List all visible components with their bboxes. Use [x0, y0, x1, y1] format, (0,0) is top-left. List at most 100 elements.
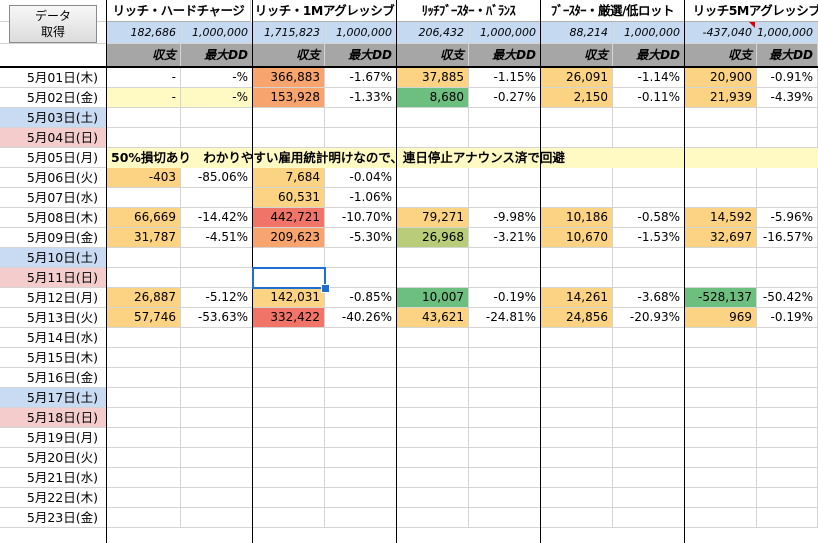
- profit-cell[interactable]: [541, 468, 613, 488]
- maxdd-cell[interactable]: [325, 328, 397, 348]
- label-profit[interactable]: 収支: [107, 44, 181, 68]
- profit-cell[interactable]: [107, 468, 181, 488]
- maxdd-cell[interactable]: [613, 508, 685, 528]
- maxdd-cell[interactable]: -1.14%: [613, 68, 685, 88]
- profit-cell[interactable]: [253, 508, 325, 528]
- profit-cell[interactable]: [685, 248, 757, 268]
- maxdd-cell[interactable]: [613, 168, 685, 188]
- profit-cell[interactable]: [397, 128, 469, 148]
- label-maxdd[interactable]: 最大DD: [757, 44, 818, 68]
- maxdd-cell[interactable]: [181, 488, 253, 508]
- profit-cell[interactable]: [107, 348, 181, 368]
- label-maxdd[interactable]: 最大DD: [325, 44, 397, 68]
- maxdd-cell[interactable]: -4.39%: [757, 88, 818, 108]
- date-cell[interactable]: 5月21日(水): [0, 468, 107, 488]
- maxdd-cell[interactable]: -0.04%: [325, 168, 397, 188]
- profit-cell[interactable]: [397, 248, 469, 268]
- date-cell[interactable]: 5月09日(金): [0, 228, 107, 248]
- label-maxdd[interactable]: 最大DD: [613, 44, 685, 68]
- maxdd-cell[interactable]: [469, 248, 541, 268]
- profit-cell[interactable]: [685, 188, 757, 208]
- profit-cell[interactable]: [541, 488, 613, 508]
- label-maxdd[interactable]: 最大DD: [469, 44, 541, 68]
- maxdd-cell[interactable]: [613, 468, 685, 488]
- profit-cell[interactable]: [397, 468, 469, 488]
- maxdd-cell[interactable]: -16.57%: [757, 228, 818, 248]
- maxdd-cell[interactable]: -1.33%: [325, 88, 397, 108]
- profit-cell[interactable]: [107, 128, 181, 148]
- maxdd-cell[interactable]: [757, 268, 818, 288]
- maxdd-cell[interactable]: [469, 428, 541, 448]
- maxdd-cell[interactable]: [613, 328, 685, 348]
- maxdd-cell[interactable]: [325, 128, 397, 148]
- profit-cell[interactable]: 57,746: [107, 308, 181, 328]
- strategy-total[interactable]: 206,432: [397, 22, 469, 44]
- strategy-capital[interactable]: 1,000,000: [469, 22, 541, 44]
- profit-cell[interactable]: 24,856: [541, 308, 613, 328]
- maxdd-cell[interactable]: [469, 108, 541, 128]
- maxdd-cell[interactable]: [757, 348, 818, 368]
- maxdd-cell[interactable]: -14.42%: [181, 208, 253, 228]
- maxdd-cell[interactable]: -10.70%: [325, 208, 397, 228]
- date-cell[interactable]: 5月04日(日): [0, 128, 107, 148]
- maxdd-cell[interactable]: [469, 508, 541, 528]
- active-cell-selection[interactable]: [252, 267, 326, 289]
- maxdd-cell[interactable]: [757, 328, 818, 348]
- maxdd-cell[interactable]: [757, 428, 818, 448]
- maxdd-cell[interactable]: [181, 248, 253, 268]
- strategy-total[interactable]: 88,214: [541, 22, 613, 44]
- strategy-title[interactable]: リッチ5Mアグレッシブ: [685, 0, 818, 22]
- maxdd-cell[interactable]: [181, 408, 253, 428]
- date-cell[interactable]: 5月11日(日): [0, 268, 107, 288]
- date-cell[interactable]: 5月07日(水): [0, 188, 107, 208]
- profit-cell[interactable]: 79,271: [397, 208, 469, 228]
- profit-cell[interactable]: 21,939: [685, 88, 757, 108]
- profit-cell[interactable]: [685, 268, 757, 288]
- maxdd-cell[interactable]: [325, 108, 397, 128]
- date-cell[interactable]: 5月16日(金): [0, 368, 107, 388]
- profit-cell[interactable]: 10,670: [541, 228, 613, 248]
- profit-cell[interactable]: [541, 508, 613, 528]
- maxdd-cell[interactable]: [325, 368, 397, 388]
- profit-cell[interactable]: [541, 128, 613, 148]
- profit-cell[interactable]: 43,621: [397, 308, 469, 328]
- maxdd-cell[interactable]: -0.11%: [613, 88, 685, 108]
- comment-indicator-icon[interactable]: [749, 22, 755, 28]
- profit-cell[interactable]: [685, 368, 757, 388]
- profit-cell[interactable]: [107, 248, 181, 268]
- profit-cell[interactable]: 26,091: [541, 68, 613, 88]
- profit-cell[interactable]: 366,883: [253, 68, 325, 88]
- label-profit[interactable]: 収支: [685, 44, 757, 68]
- maxdd-cell[interactable]: [469, 468, 541, 488]
- profit-cell[interactable]: [107, 108, 181, 128]
- maxdd-cell[interactable]: [325, 408, 397, 428]
- maxdd-cell[interactable]: -0.27%: [469, 88, 541, 108]
- date-cell[interactable]: 5月17日(土): [0, 388, 107, 408]
- maxdd-cell[interactable]: -0.91%: [757, 68, 818, 88]
- maxdd-cell[interactable]: [181, 328, 253, 348]
- maxdd-cell[interactable]: [613, 408, 685, 428]
- profit-cell[interactable]: 10,007: [397, 288, 469, 308]
- profit-cell[interactable]: [541, 188, 613, 208]
- maxdd-cell[interactable]: -3.21%: [469, 228, 541, 248]
- profit-cell[interactable]: 26,887: [107, 288, 181, 308]
- profit-cell[interactable]: [397, 408, 469, 428]
- maxdd-cell[interactable]: -1.53%: [613, 228, 685, 248]
- profit-cell[interactable]: [107, 448, 181, 468]
- maxdd-cell[interactable]: -50.42%: [757, 288, 818, 308]
- profit-cell[interactable]: [107, 328, 181, 348]
- profit-cell[interactable]: [397, 328, 469, 348]
- maxdd-cell[interactable]: [469, 328, 541, 348]
- maxdd-cell[interactable]: -3.68%: [613, 288, 685, 308]
- profit-cell[interactable]: [253, 468, 325, 488]
- date-cell[interactable]: 5月03日(土): [0, 108, 107, 128]
- strategy-total[interactable]: 1,715,823: [253, 22, 325, 44]
- maxdd-cell[interactable]: -1.67%: [325, 68, 397, 88]
- profit-cell[interactable]: [541, 268, 613, 288]
- profit-cell[interactable]: 442,721: [253, 208, 325, 228]
- profit-cell[interactable]: [685, 448, 757, 468]
- date-cell[interactable]: 5月02日(金): [0, 88, 107, 108]
- profit-cell[interactable]: [253, 368, 325, 388]
- maxdd-cell[interactable]: -0.85%: [325, 288, 397, 308]
- profit-cell[interactable]: [397, 448, 469, 468]
